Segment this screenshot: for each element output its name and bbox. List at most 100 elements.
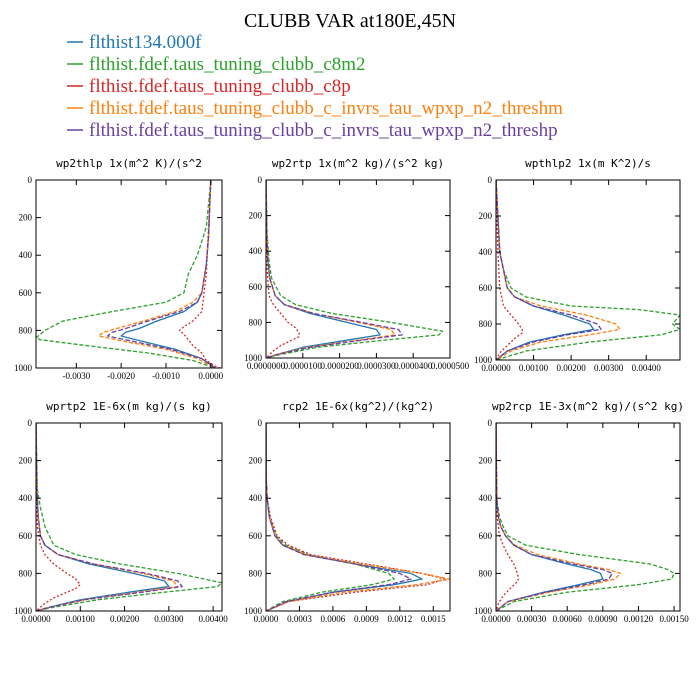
y-tick-label: 1000	[244, 606, 263, 616]
series-line	[266, 180, 300, 358]
series-line	[266, 180, 381, 358]
panel-title: wp2rcp 1E-3x(m^2 kg)/(s^2 kg)	[492, 400, 684, 413]
plot-frame	[265, 179, 451, 359]
y-tick-label: 1000	[244, 353, 263, 363]
x-tick-label: 0.00000	[481, 614, 511, 624]
x-tick-label: 0.0000200	[320, 361, 359, 371]
y-tick-label: 200	[19, 213, 33, 223]
series-line	[178, 180, 221, 368]
x-tick-label: -0.0020	[107, 371, 135, 381]
y-tick-label: 600	[479, 283, 493, 293]
series-line	[266, 180, 444, 358]
series-line	[496, 423, 622, 611]
y-tick-label: 800	[19, 325, 33, 335]
series-line	[496, 423, 520, 611]
y-tick-label: 1000	[474, 355, 493, 365]
y-tick-label: 800	[249, 317, 263, 327]
y-tick-label: 400	[19, 250, 33, 260]
x-tick-label: 0.00400	[199, 614, 229, 624]
legend: flthist134.000fflthist.fdef.taus_tuning_…	[67, 32, 563, 141]
series-line	[496, 180, 523, 360]
chart-panel: wprtp2 1E-6x(m kg)/(s kg) 0 200 400 600 800 10…	[14, 400, 228, 624]
x-tick-label: 0.00060	[553, 614, 583, 624]
x-tick-label: 0.0015	[421, 614, 446, 624]
y-tick-label: 800	[19, 568, 33, 578]
series-line	[36, 423, 81, 611]
plot-frame	[495, 179, 681, 361]
series-line	[496, 423, 613, 611]
legend-label: flthist.fdef.taus_tuning_clubb_c8p	[89, 76, 351, 97]
x-tick-label: 0.00150	[659, 614, 689, 624]
x-tick-label: 0.00200	[556, 363, 586, 373]
legend-label: flthist.fdef.taus_tuning_clubb_c_invrs_t…	[89, 120, 558, 141]
y-tick-label: 600	[19, 531, 33, 541]
y-tick-label: 200	[249, 211, 263, 221]
y-tick-label: 400	[479, 247, 493, 257]
x-tick-label: 0.00100	[519, 363, 549, 373]
legend-entry: flthist.fdef.taus_tuning_clubb_c_invrs_t…	[67, 120, 558, 141]
legend-label: flthist.fdef.taus_tuning_clubb_c_invrs_t…	[89, 98, 563, 119]
series-line	[266, 423, 450, 611]
chart-panel: wp2thlp 1x(m^2 K)/(s^2 0 200 400 600 800 1000 -…	[14, 157, 224, 381]
series-line	[266, 423, 412, 611]
series-line	[496, 180, 595, 360]
series-line	[496, 423, 604, 611]
x-tick-label: 0.0003	[287, 614, 312, 624]
legend-label: flthist.fdef.taus_tuning_clubb_c8m2	[89, 54, 366, 75]
series-line	[266, 423, 395, 611]
series-line	[36, 423, 183, 611]
series-line	[266, 423, 446, 611]
x-tick-label: 0.0000	[254, 614, 279, 624]
x-tick-label: 0.0000	[198, 371, 223, 381]
series-line	[266, 180, 403, 358]
y-tick-label: 200	[249, 456, 263, 466]
y-tick-label: 0	[28, 418, 33, 428]
x-tick-label: 0.0012	[387, 614, 412, 624]
series-line	[496, 180, 621, 360]
legend-label: flthist134.000f	[89, 32, 202, 53]
figure-title: CLUBB VAR at180E,45N	[244, 10, 456, 32]
y-tick-label: 1000	[474, 606, 493, 616]
panels: wp2thlp 1x(m^2 K)/(s^2 0 200 400 600 800 1000 -…	[14, 157, 689, 624]
y-tick-label: 800	[249, 568, 263, 578]
panel-title: rcp2 1E-6x(kg^2)/(kg^2)	[282, 400, 434, 413]
y-tick-label: 0	[488, 418, 493, 428]
plot-frame	[35, 179, 223, 369]
y-tick-label: 400	[249, 246, 263, 256]
y-tick-label: 400	[479, 493, 493, 503]
y-tick-label: 0	[28, 175, 33, 185]
x-tick-label: 0.0000000	[247, 361, 286, 371]
series-line	[36, 423, 222, 611]
x-tick-label: 0.00090	[588, 614, 618, 624]
legend-entry: flthist134.000f	[67, 32, 202, 53]
y-tick-label: 800	[479, 319, 493, 329]
x-tick-label: -0.0010	[152, 371, 180, 381]
y-tick-label: 0	[258, 175, 263, 185]
x-tick-label: 0.00400	[632, 363, 662, 373]
series-line	[496, 180, 602, 360]
y-tick-label: 600	[249, 282, 263, 292]
x-tick-label: 0.00030	[517, 614, 547, 624]
plot-frame	[265, 422, 451, 612]
series-line	[496, 180, 680, 360]
panel-title: wprtp2 1E-6x(m kg)/(s kg)	[46, 400, 212, 413]
legend-entry: flthist.fdef.taus_tuning_clubb_c8p	[67, 76, 351, 97]
y-tick-label: 0	[258, 418, 263, 428]
series-line	[266, 180, 396, 358]
y-tick-label: 200	[19, 456, 33, 466]
series-line	[36, 423, 170, 611]
legend-entry: flthist.fdef.taus_tuning_clubb_c8m2	[67, 54, 366, 75]
y-tick-label: 400	[249, 493, 263, 503]
x-tick-label: 0.0000500	[431, 361, 470, 371]
series-line	[36, 180, 216, 368]
chart-panel: wp2rcp 1E-3x(m^2 kg)/(s^2 kg) 0 200 400 600 8…	[474, 400, 689, 624]
y-tick-label: 400	[19, 493, 33, 503]
x-tick-label: 0.0000300	[357, 361, 396, 371]
x-tick-label: 0.0000100	[284, 361, 323, 371]
y-tick-label: 600	[249, 531, 263, 541]
panel-title: wpthlp2 1x(m K^2)/s	[525, 157, 651, 170]
plot-frame	[35, 422, 223, 612]
x-tick-label: 0.00200	[110, 614, 140, 624]
series-line	[120, 180, 216, 368]
